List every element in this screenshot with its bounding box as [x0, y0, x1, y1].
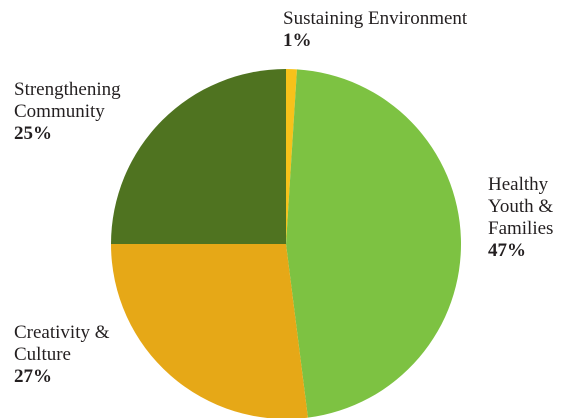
category-label: Healthy Youth & Families: [488, 174, 554, 239]
value-label: 1%: [283, 30, 312, 51]
pie-slice: [111, 244, 308, 418]
value-label: 27%: [14, 366, 52, 387]
pie-slice: [286, 69, 297, 244]
slice-label: Strengthening Community 25%: [14, 79, 154, 145]
slice-label: Sustaining Environment 1%: [283, 8, 553, 52]
slice-label: Creativity & Culture 27%: [14, 322, 114, 388]
pie-slice: [111, 69, 286, 244]
value-label: 47%: [488, 240, 526, 261]
pie-slice: [286, 69, 462, 418]
category-label: Strengthening Community: [14, 79, 121, 122]
value-label: 25%: [14, 123, 52, 144]
category-label: Sustaining Environment: [283, 8, 468, 29]
slice-label: Healthy Youth & Families 47%: [488, 174, 564, 262]
category-label: Creativity & Culture: [14, 322, 110, 365]
